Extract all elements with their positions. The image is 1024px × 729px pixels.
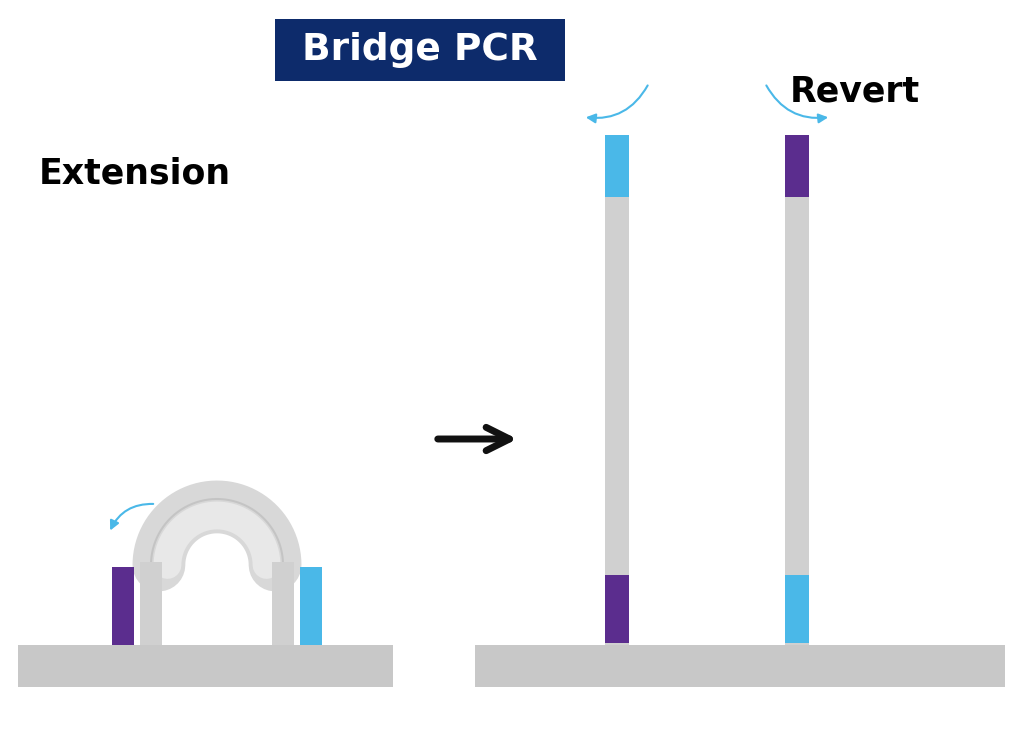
Bar <box>112 567 134 645</box>
Bar <box>605 135 629 197</box>
Bar <box>140 562 162 645</box>
Bar <box>785 135 809 645</box>
Text: Revert: Revert <box>790 74 920 108</box>
Bar <box>18 645 393 687</box>
FancyBboxPatch shape <box>275 19 565 81</box>
Bar <box>785 135 809 197</box>
Bar <box>785 575 809 643</box>
Bar <box>475 645 1005 687</box>
Bar <box>272 562 294 645</box>
Text: Bridge PCR: Bridge PCR <box>302 32 538 68</box>
Bar <box>605 135 629 645</box>
Bar <box>300 567 322 645</box>
Text: Extension: Extension <box>39 157 231 191</box>
Bar <box>605 575 629 643</box>
